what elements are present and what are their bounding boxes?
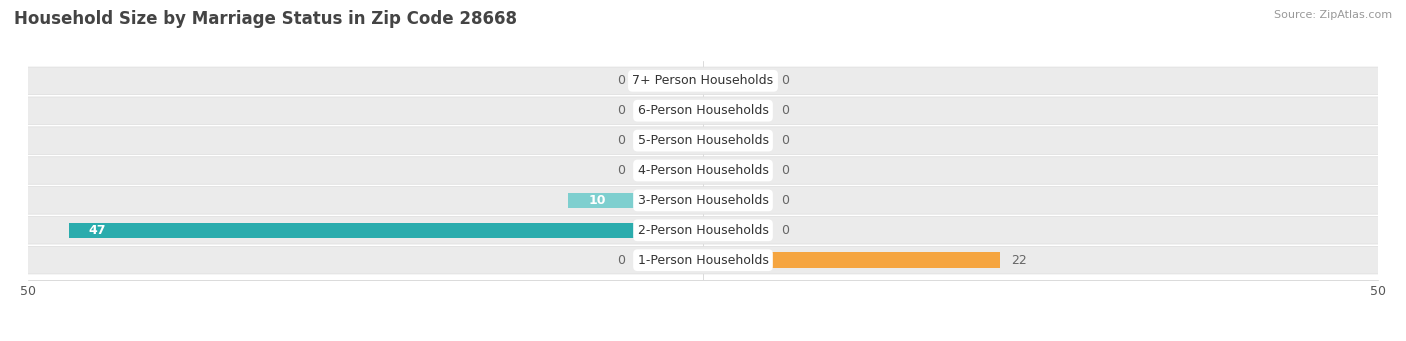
Text: 0: 0 xyxy=(617,74,624,87)
Bar xyxy=(568,193,703,208)
Bar xyxy=(636,73,703,89)
Text: 0: 0 xyxy=(782,224,789,237)
Bar xyxy=(703,133,770,148)
Bar xyxy=(636,163,703,178)
FancyBboxPatch shape xyxy=(21,97,1385,124)
Text: 2-Person Households: 2-Person Households xyxy=(637,224,769,237)
Text: 0: 0 xyxy=(617,104,624,117)
Text: Source: ZipAtlas.com: Source: ZipAtlas.com xyxy=(1274,10,1392,20)
Text: 0: 0 xyxy=(617,164,624,177)
FancyBboxPatch shape xyxy=(21,187,1385,214)
Bar xyxy=(703,103,770,118)
Text: 0: 0 xyxy=(617,254,624,267)
Text: 0: 0 xyxy=(782,164,789,177)
Bar xyxy=(69,223,703,238)
FancyBboxPatch shape xyxy=(21,127,1385,154)
Text: 10: 10 xyxy=(588,194,606,207)
Text: 3-Person Households: 3-Person Households xyxy=(637,194,769,207)
Bar xyxy=(703,163,770,178)
Text: 1-Person Households: 1-Person Households xyxy=(637,254,769,267)
Text: 0: 0 xyxy=(782,134,789,147)
FancyBboxPatch shape xyxy=(21,217,1385,244)
FancyBboxPatch shape xyxy=(21,67,1385,94)
Bar xyxy=(636,103,703,118)
Bar xyxy=(703,223,770,238)
Bar xyxy=(703,252,1000,268)
Text: 47: 47 xyxy=(89,224,107,237)
Text: 6-Person Households: 6-Person Households xyxy=(637,104,769,117)
FancyBboxPatch shape xyxy=(21,157,1385,184)
Bar xyxy=(703,73,770,89)
Text: 5-Person Households: 5-Person Households xyxy=(637,134,769,147)
Bar xyxy=(636,252,703,268)
Text: 0: 0 xyxy=(782,104,789,117)
Text: 7+ Person Households: 7+ Person Households xyxy=(633,74,773,87)
Bar xyxy=(636,133,703,148)
Bar xyxy=(703,193,770,208)
Text: 4-Person Households: 4-Person Households xyxy=(637,164,769,177)
FancyBboxPatch shape xyxy=(21,247,1385,274)
Text: 22: 22 xyxy=(1011,254,1026,267)
Text: Household Size by Marriage Status in Zip Code 28668: Household Size by Marriage Status in Zip… xyxy=(14,10,517,28)
Text: 0: 0 xyxy=(782,74,789,87)
Text: 0: 0 xyxy=(617,134,624,147)
Text: 0: 0 xyxy=(782,194,789,207)
